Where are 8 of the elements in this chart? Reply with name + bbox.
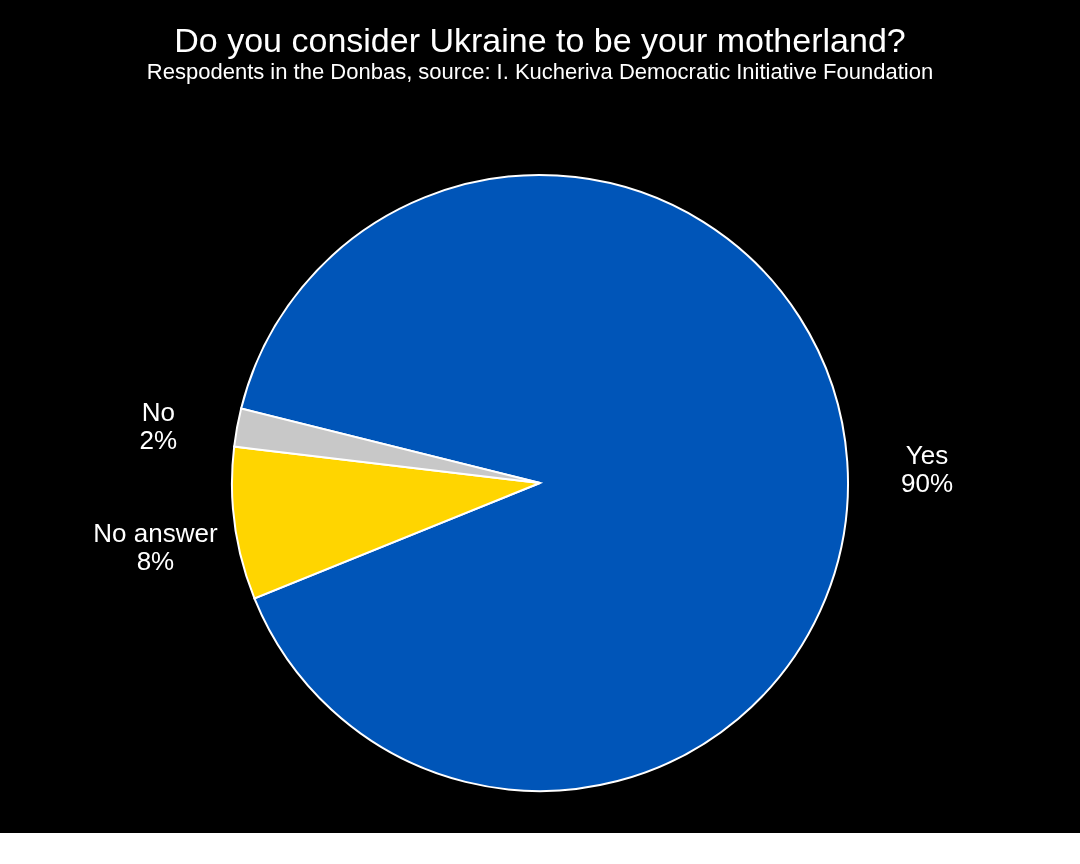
slice-label: No	[141, 396, 175, 427]
data-label: 90%	[901, 467, 954, 498]
chart-subtitle: Respodents in the Donbas, source: I. Kucheriva Democratic Initiative Foundation	[146, 59, 934, 84]
slice-label: Yes	[905, 439, 949, 470]
data-label: 2%	[139, 424, 178, 455]
data-label: 8%	[136, 546, 175, 577]
slice-label: No answer	[93, 518, 218, 549]
chart-title: Do you consider Ukraine to be your motherland?	[174, 21, 906, 59]
